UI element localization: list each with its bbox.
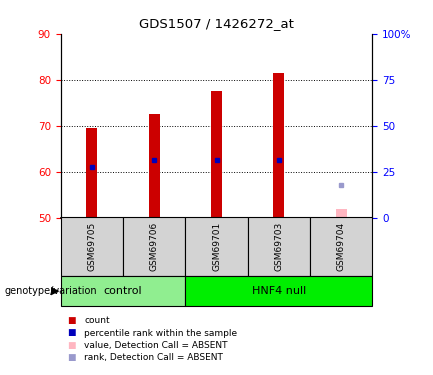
- Bar: [86, 128, 97, 218]
- Text: GDS1507 / 1426272_at: GDS1507 / 1426272_at: [139, 17, 294, 30]
- Bar: [248, 217, 310, 276]
- Text: percentile rank within the sample: percentile rank within the sample: [84, 328, 238, 338]
- Text: control: control: [103, 286, 142, 296]
- Bar: [61, 217, 123, 276]
- Bar: [61, 276, 185, 306]
- Text: GSM69703: GSM69703: [275, 222, 283, 271]
- Text: GSM69705: GSM69705: [87, 222, 96, 271]
- Text: ▶: ▶: [51, 286, 60, 296]
- Text: value, Detection Call = ABSENT: value, Detection Call = ABSENT: [84, 341, 228, 350]
- Text: ■: ■: [67, 328, 76, 338]
- Bar: [123, 217, 185, 276]
- Text: GSM69706: GSM69706: [150, 222, 158, 271]
- Text: GSM69701: GSM69701: [212, 222, 221, 271]
- Text: ■: ■: [67, 341, 76, 350]
- Text: GSM69704: GSM69704: [337, 222, 346, 271]
- Bar: [336, 209, 347, 218]
- Bar: [185, 276, 372, 306]
- Bar: [185, 217, 248, 276]
- Bar: [273, 73, 284, 217]
- Bar: [310, 217, 372, 276]
- Text: ■: ■: [67, 353, 76, 362]
- Bar: [149, 114, 160, 218]
- Text: rank, Detection Call = ABSENT: rank, Detection Call = ABSENT: [84, 353, 223, 362]
- Bar: [211, 91, 222, 218]
- Text: HNF4 null: HNF4 null: [252, 286, 306, 296]
- Text: genotype/variation: genotype/variation: [4, 286, 97, 296]
- Text: count: count: [84, 316, 110, 325]
- Text: ■: ■: [67, 316, 76, 325]
